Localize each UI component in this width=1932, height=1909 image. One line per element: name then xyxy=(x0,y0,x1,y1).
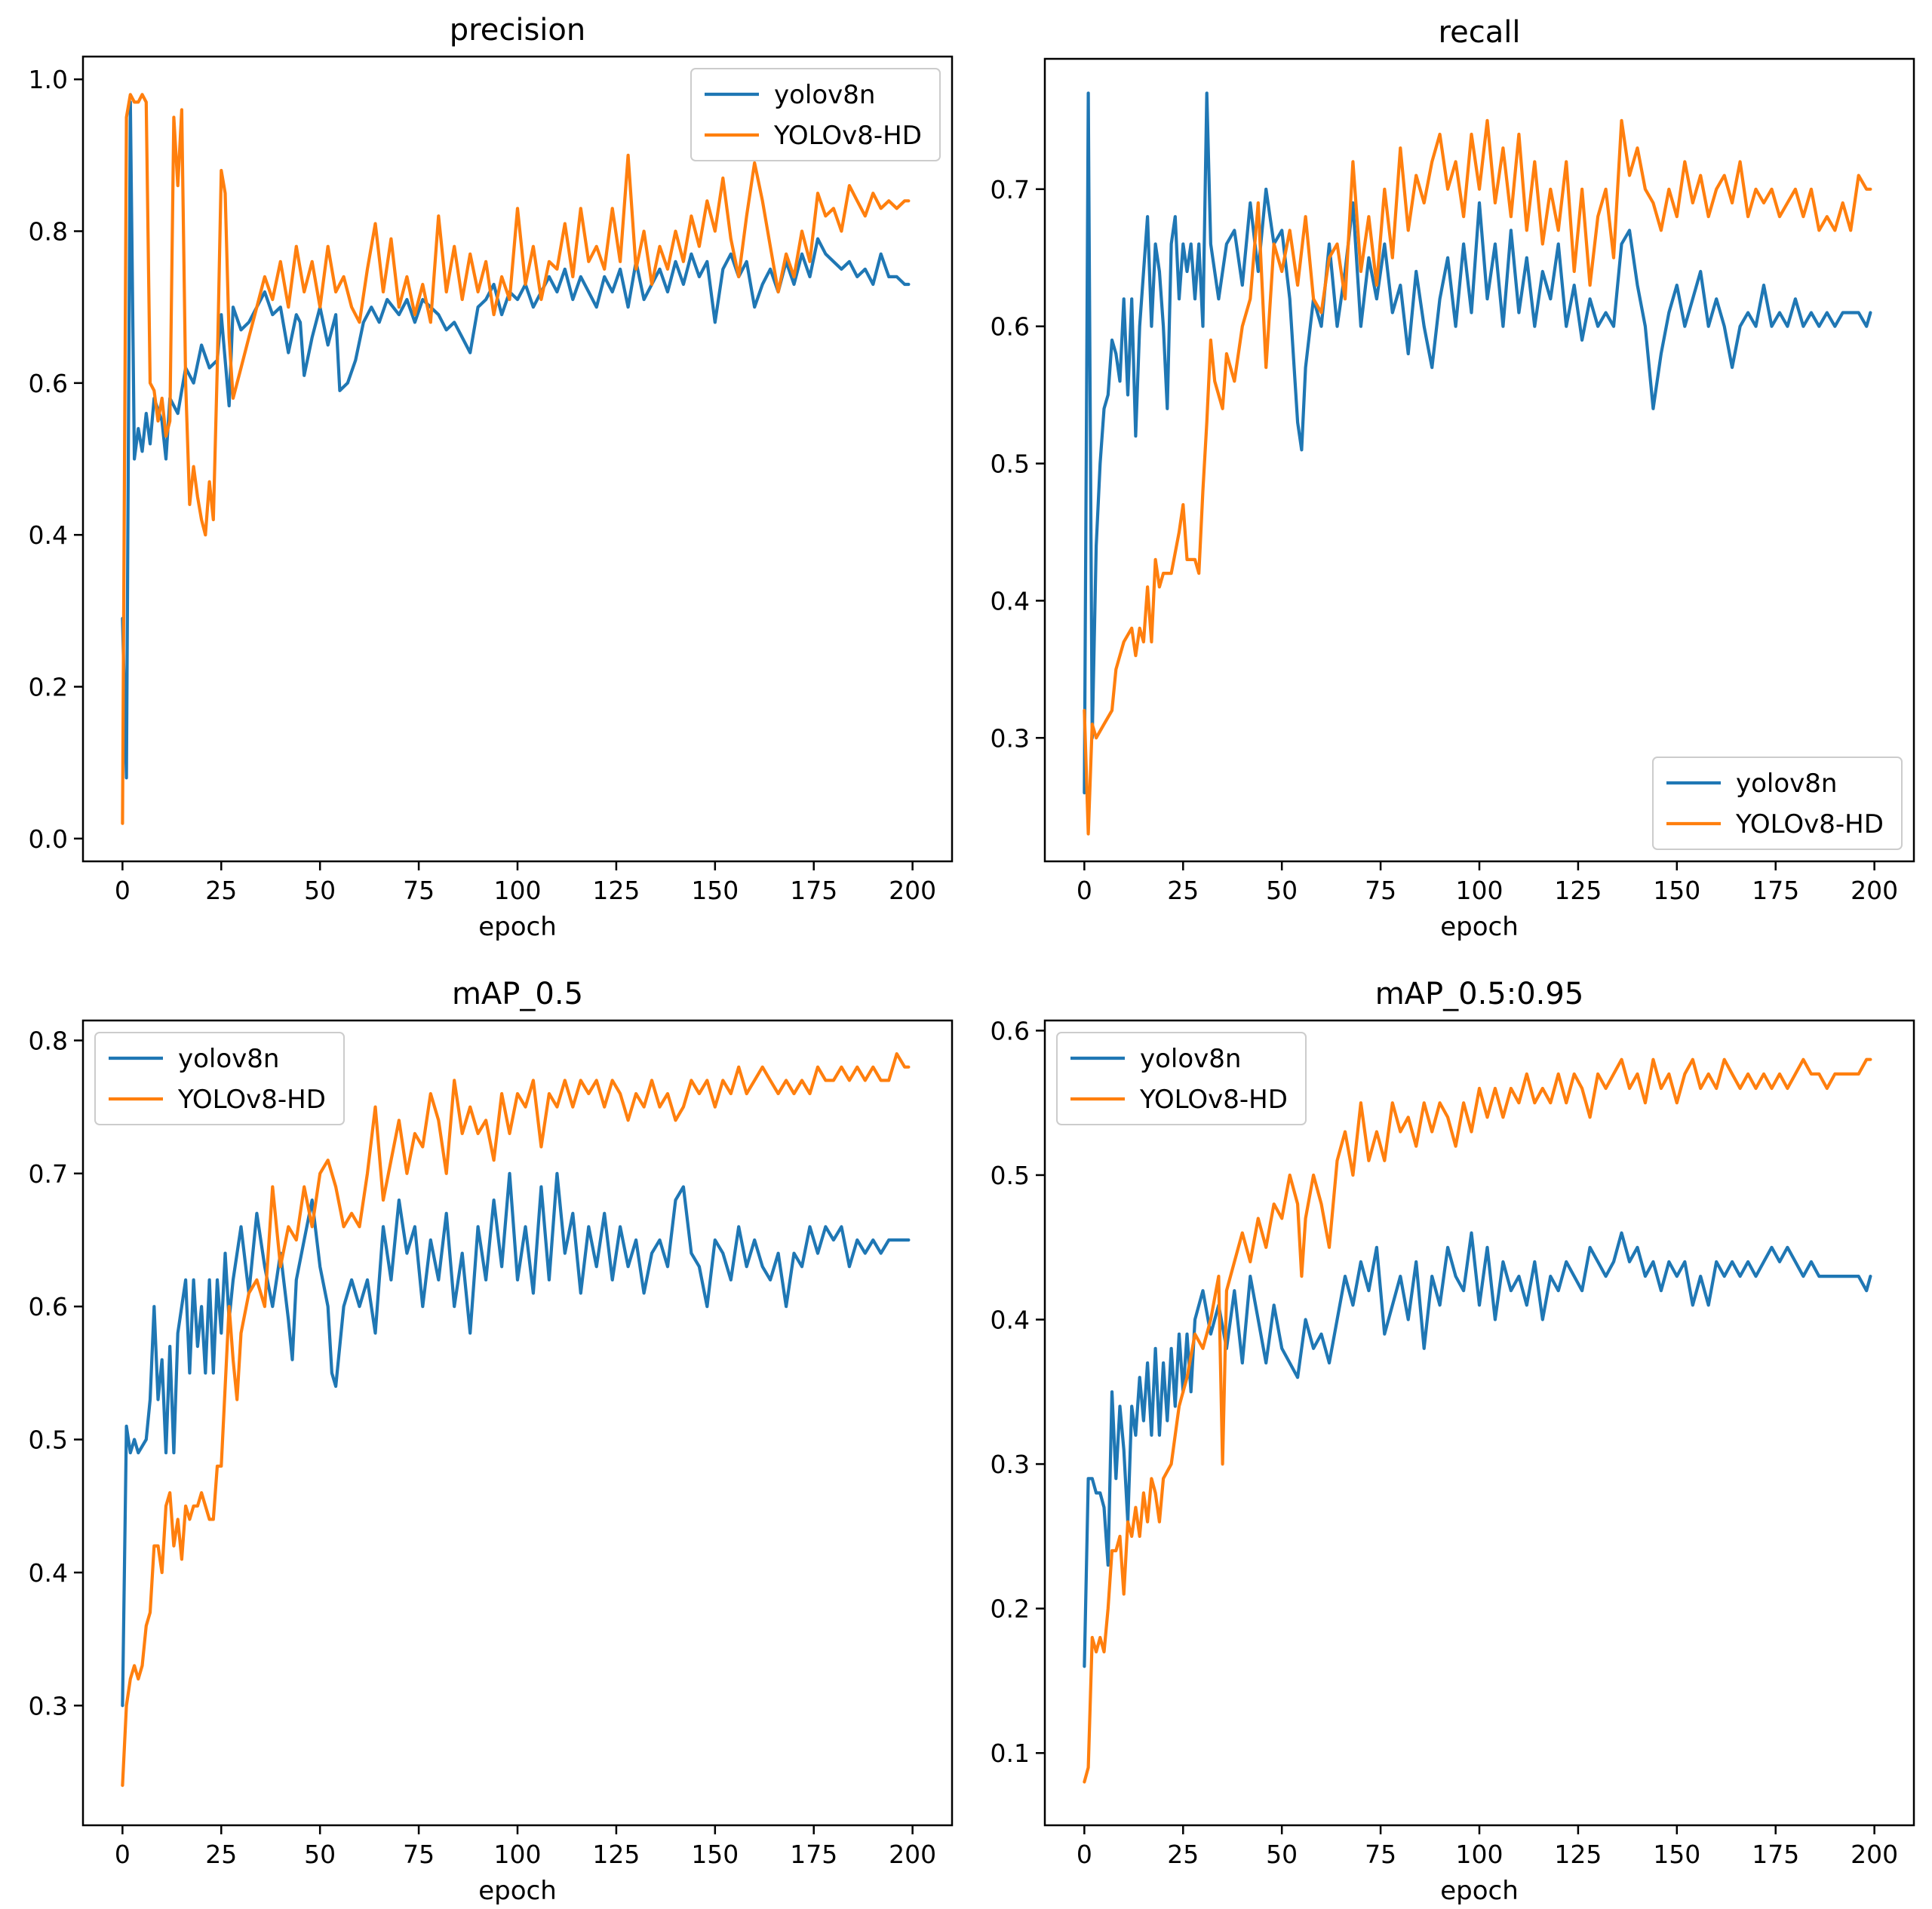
x-tick-label: 75 xyxy=(403,1840,435,1869)
y-tick-label: 0.7 xyxy=(991,175,1030,204)
y-tick-label: 0.6 xyxy=(991,312,1030,342)
series-line-yolov8-hd xyxy=(1083,118,1872,836)
legend-label: YOLOv8-HD xyxy=(1139,1085,1288,1115)
x-axis-label: epoch xyxy=(478,1876,557,1906)
x-tick-label: 75 xyxy=(1365,1840,1396,1869)
y-tick-label: 0.6 xyxy=(991,1016,1030,1045)
y-tick-label: 0.7 xyxy=(29,1159,68,1189)
x-tick-label: 50 xyxy=(1266,1840,1298,1869)
legend-label: YOLOv8-HD xyxy=(1735,809,1884,839)
series-line-yolov8-hd xyxy=(121,1052,911,1788)
x-tick-label: 150 xyxy=(1653,1840,1700,1869)
y-tick-label: 0.6 xyxy=(29,369,68,398)
legend-box xyxy=(1652,757,1903,850)
x-tick-label: 50 xyxy=(304,876,336,905)
legend: yolov8n YOLOv8-HD xyxy=(1652,757,1903,850)
chart-title: recall xyxy=(1439,15,1521,50)
series-line-yolov8n xyxy=(121,1171,911,1708)
series-line-yolov8n xyxy=(121,100,911,780)
legend-label: yolov8n xyxy=(178,1044,279,1074)
x-tick-label: 125 xyxy=(1554,1840,1602,1869)
x-axis-label: epoch xyxy=(1440,912,1519,942)
x-tick-label: 25 xyxy=(205,1840,237,1869)
legend: yolov8n YOLOv8-HD xyxy=(690,68,941,161)
series-line-yolov8-hd xyxy=(121,93,911,825)
x-axis-label: epoch xyxy=(478,912,557,942)
chart-2: mAP_0.5 0 25 50 75 100 125 150 175 200 0.3 0.4 0.5 0.… xyxy=(29,977,954,1906)
legend: yolov8n YOLOv8-HD xyxy=(1056,1032,1307,1125)
x-tick-label: 25 xyxy=(205,876,237,905)
y-tick-label: 0.8 xyxy=(29,1026,68,1055)
x-tick-label: 0 xyxy=(115,876,131,905)
y-tick-label: 0.3 xyxy=(991,723,1030,753)
x-tick-label: 150 xyxy=(691,876,739,905)
y-tick-label: 0.4 xyxy=(991,1306,1030,1335)
legend-label: yolov8n xyxy=(1140,1044,1241,1074)
legend-box xyxy=(1056,1032,1307,1125)
legend-box xyxy=(94,1032,345,1125)
x-tick-label: 175 xyxy=(1752,876,1799,905)
y-tick-label: 0.2 xyxy=(991,1594,1030,1624)
x-tick-label: 175 xyxy=(790,1840,837,1869)
legend-label: YOLOv8-HD xyxy=(177,1085,326,1115)
x-tick-label: 175 xyxy=(1752,1840,1799,1869)
chart-0: precision 0 25 50 75 100 125 150 175 200 0.0 0.2 0.4… xyxy=(29,13,954,942)
x-tick-label: 125 xyxy=(1554,876,1602,905)
x-tick-label: 150 xyxy=(691,1840,739,1869)
x-tick-label: 75 xyxy=(403,876,435,905)
chart-3: mAP_0.5:0.95 0 25 50 75 100 125 150 175 200 0.1 0.2… xyxy=(991,977,1915,1906)
x-tick-label: 50 xyxy=(1266,876,1298,905)
y-tick-label: 0.5 xyxy=(991,450,1030,479)
y-tick-label: 0.5 xyxy=(991,1161,1030,1190)
y-tick-label: 0.6 xyxy=(29,1292,68,1321)
y-tick-label: 0.8 xyxy=(29,217,68,247)
y-tick-label: 0.3 xyxy=(29,1691,68,1720)
series-line-yolov8-hd xyxy=(1083,1057,1872,1784)
x-tick-label: 125 xyxy=(592,1840,640,1869)
x-tick-label: 200 xyxy=(889,876,936,905)
x-tick-label: 150 xyxy=(1653,876,1700,905)
y-tick-label: 0.4 xyxy=(991,586,1030,615)
chart-title: precision xyxy=(450,13,585,48)
series-line-yolov8n xyxy=(1083,1231,1872,1668)
x-tick-label: 200 xyxy=(1851,1840,1898,1869)
x-tick-label: 0 xyxy=(1077,1840,1092,1869)
chart-title: mAP_0.5:0.95 xyxy=(1375,977,1584,1011)
x-tick-label: 200 xyxy=(889,1840,936,1869)
chart-1: recall 0 25 50 75 100 125 150 175 200 0.3 0.4 0.5 0.6… xyxy=(991,15,1915,942)
legend-label: yolov8n xyxy=(774,80,875,110)
x-tick-label: 50 xyxy=(304,1840,336,1869)
y-tick-label: 0.2 xyxy=(29,672,68,701)
axes-frame xyxy=(81,1019,954,1827)
y-tick-label: 1.0 xyxy=(29,65,68,94)
x-tick-label: 25 xyxy=(1167,1840,1199,1869)
x-tick-label: 175 xyxy=(790,876,837,905)
legend: yolov8n YOLOv8-HD xyxy=(94,1032,345,1125)
x-tick-label: 100 xyxy=(494,876,542,905)
x-tick-label: 0 xyxy=(1077,876,1092,905)
y-tick-label: 0.4 xyxy=(29,1558,68,1588)
legend-box xyxy=(690,68,941,161)
axes-frame xyxy=(1043,1019,1915,1827)
x-tick-label: 75 xyxy=(1365,876,1396,905)
x-tick-label: 100 xyxy=(1456,876,1504,905)
y-tick-label: 0.0 xyxy=(29,824,68,854)
x-tick-label: 100 xyxy=(1456,1840,1504,1869)
x-tick-label: 0 xyxy=(115,1840,131,1869)
y-tick-label: 0.4 xyxy=(29,520,68,550)
chart-title: mAP_0.5 xyxy=(452,977,583,1011)
legend-label: yolov8n xyxy=(1736,769,1837,799)
x-tick-label: 125 xyxy=(592,876,640,905)
x-tick-label: 100 xyxy=(494,1840,542,1869)
x-tick-label: 25 xyxy=(1167,876,1199,905)
y-tick-label: 0.3 xyxy=(991,1450,1030,1479)
series-line-yolov8n xyxy=(1083,91,1872,795)
y-tick-label: 0.5 xyxy=(29,1426,68,1455)
x-tick-label: 200 xyxy=(1851,876,1898,905)
y-tick-label: 0.1 xyxy=(991,1739,1030,1768)
x-axis-label: epoch xyxy=(1440,1876,1519,1906)
legend-label: YOLOv8-HD xyxy=(773,121,922,151)
